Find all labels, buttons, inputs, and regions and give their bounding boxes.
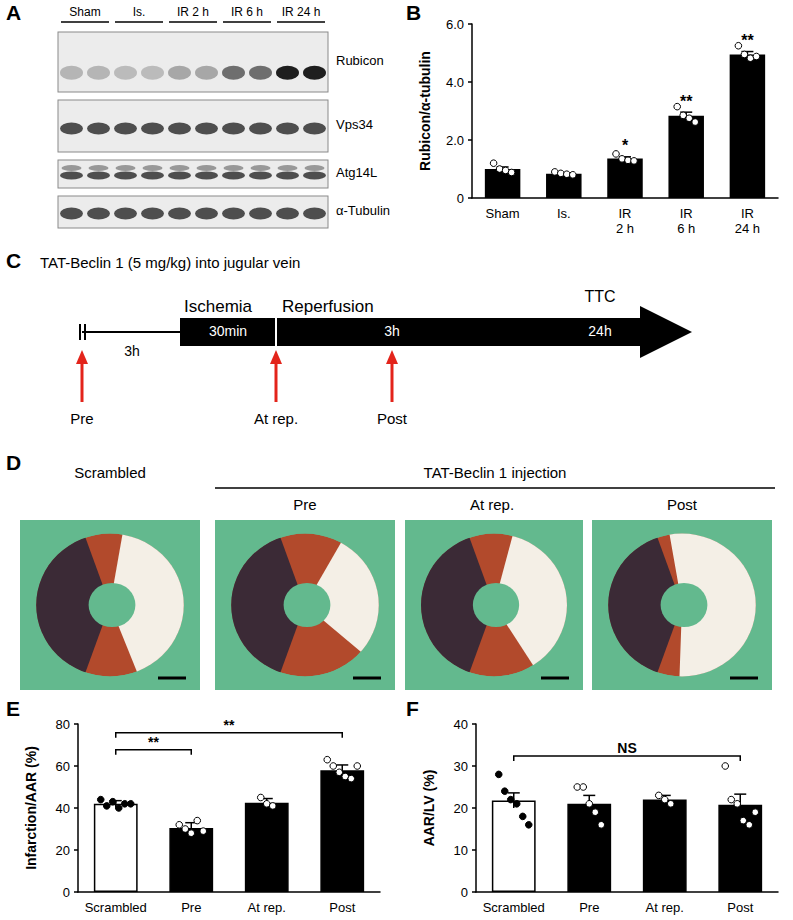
svg-text:**: ** [741, 32, 754, 49]
svg-text:TTC: TTC [584, 288, 615, 305]
svg-text:3h: 3h [124, 343, 140, 359]
svg-text:60: 60 [56, 759, 70, 774]
svg-text:20: 20 [454, 801, 468, 816]
svg-text:Pre: Pre [70, 410, 93, 427]
svg-text:IR: IR [619, 206, 632, 221]
svg-text:IR 24 h: IR 24 h [282, 5, 321, 19]
svg-text:At rep.: At rep. [646, 900, 684, 915]
svg-text:**: ** [680, 93, 693, 110]
svg-text:NS: NS [617, 740, 636, 756]
svg-text:Atg14L: Atg14L [336, 165, 377, 180]
svg-text:Is.: Is. [133, 5, 146, 19]
svg-text:0: 0 [63, 885, 70, 900]
svg-text:Sham: Sham [69, 5, 100, 19]
svg-text:IR: IR [741, 206, 754, 221]
svg-text:TAT-Beclin 1 (5 mg/kg) into ju: TAT-Beclin 1 (5 mg/kg) into jugular vein [40, 254, 300, 271]
svg-text:Post: Post [329, 900, 355, 915]
svg-text:2.0: 2.0 [446, 133, 464, 148]
svg-text:IR 2 h: IR 2 h [177, 5, 209, 19]
svg-text:**: ** [224, 717, 235, 733]
svg-text:E: E [6, 697, 20, 720]
svg-text:*: * [622, 137, 629, 154]
svg-text:Post: Post [377, 410, 408, 427]
svg-text:Scrambled: Scrambled [85, 900, 147, 915]
svg-text:3h: 3h [384, 323, 400, 339]
svg-text:Pre: Pre [293, 496, 316, 513]
svg-text:Ischemia: Ischemia [184, 297, 253, 316]
svg-text:At rep.: At rep. [254, 410, 298, 427]
svg-text:**: ** [148, 734, 159, 750]
svg-text:40: 40 [454, 717, 468, 732]
svg-text:Rubicon: Rubicon [336, 53, 384, 68]
svg-text:IR: IR [680, 206, 693, 221]
svg-text:At rep.: At rep. [248, 900, 286, 915]
svg-text:IR 6 h: IR 6 h [231, 5, 263, 19]
svg-text:24 h: 24 h [735, 221, 760, 236]
svg-text:10: 10 [454, 843, 468, 858]
svg-text:0: 0 [457, 191, 464, 206]
svg-text:30: 30 [454, 759, 468, 774]
svg-text:Sham: Sham [486, 206, 520, 221]
svg-text:30min: 30min [209, 323, 247, 339]
svg-text:6 h: 6 h [677, 221, 695, 236]
svg-text:Rubicon/α-tubulin: Rubicon/α-tubulin [417, 51, 433, 171]
svg-text:A: A [6, 1, 21, 24]
svg-text:20: 20 [56, 843, 70, 858]
svg-text:Is.: Is. [557, 206, 571, 221]
svg-text:Post: Post [727, 900, 753, 915]
svg-text:Vps34: Vps34 [336, 117, 373, 132]
svg-text:TAT-Beclin 1 injection: TAT-Beclin 1 injection [424, 464, 567, 481]
svg-text:Post: Post [667, 496, 698, 513]
svg-text:Pre: Pre [181, 900, 201, 915]
svg-text:40: 40 [56, 801, 70, 816]
svg-text:6.0: 6.0 [446, 17, 464, 32]
svg-text:AAR/LV (%): AAR/LV (%) [421, 770, 437, 847]
svg-text:Scrambled: Scrambled [483, 900, 545, 915]
svg-text:Scrambled: Scrambled [74, 464, 146, 481]
svg-text:C: C [6, 249, 21, 272]
svg-text:B: B [406, 1, 421, 24]
svg-text:α-Tubulin: α-Tubulin [336, 203, 390, 218]
svg-text:4.0: 4.0 [446, 75, 464, 90]
svg-text:0: 0 [461, 885, 468, 900]
svg-text:F: F [406, 697, 419, 720]
svg-text:Infarction/AAR (%): Infarction/AAR (%) [23, 746, 39, 870]
svg-text:24h: 24h [588, 323, 611, 339]
svg-text:D: D [6, 451, 21, 474]
svg-text:2 h: 2 h [616, 221, 634, 236]
svg-text:At rep.: At rep. [470, 496, 514, 513]
svg-text:Pre: Pre [579, 900, 599, 915]
svg-text:80: 80 [56, 717, 70, 732]
svg-text:Reperfusion: Reperfusion [282, 297, 374, 316]
